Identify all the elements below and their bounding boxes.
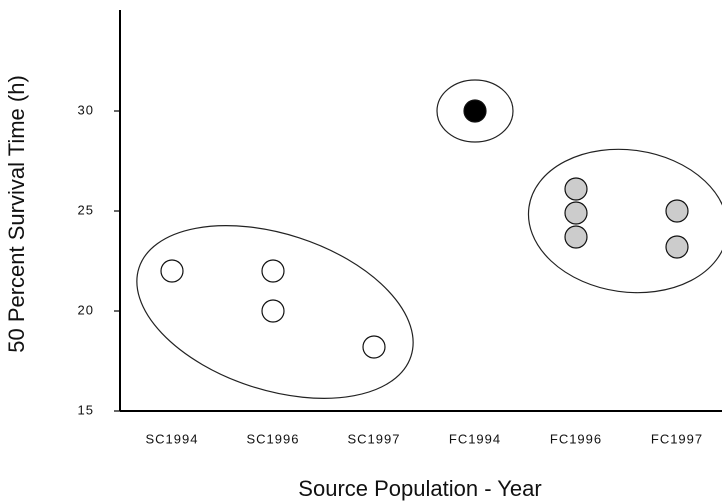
group-ellipse <box>436 79 514 143</box>
y-tick-label: 15 <box>78 402 94 417</box>
y-tick-label: 20 <box>78 302 94 317</box>
x-tick-label: SC1997 <box>348 431 401 446</box>
point <box>261 259 285 283</box>
y-axis-title: 50 Percent Survival Time (h) <box>4 75 29 353</box>
y-tick-label: 25 <box>78 202 94 217</box>
x-axis-title: Source Population - Year <box>298 476 541 501</box>
x-tick-label: FC1997 <box>651 431 703 446</box>
group-ellipses <box>136 79 722 399</box>
group-ellipse <box>136 225 414 399</box>
point <box>261 299 285 323</box>
point <box>463 99 487 123</box>
x-tick-label: FC1994 <box>449 431 501 446</box>
x-tick-label: FC1996 <box>550 431 602 446</box>
point <box>564 177 588 201</box>
point <box>564 201 588 225</box>
y-tick-label: 30 <box>78 102 94 117</box>
x-tick-label: SC1994 <box>146 431 199 446</box>
point <box>564 225 588 249</box>
point <box>665 199 689 223</box>
x-tick-label: SC1996 <box>247 431 300 446</box>
group-ellipse <box>527 148 722 294</box>
point <box>362 335 386 359</box>
point <box>160 259 184 283</box>
point <box>665 235 689 259</box>
